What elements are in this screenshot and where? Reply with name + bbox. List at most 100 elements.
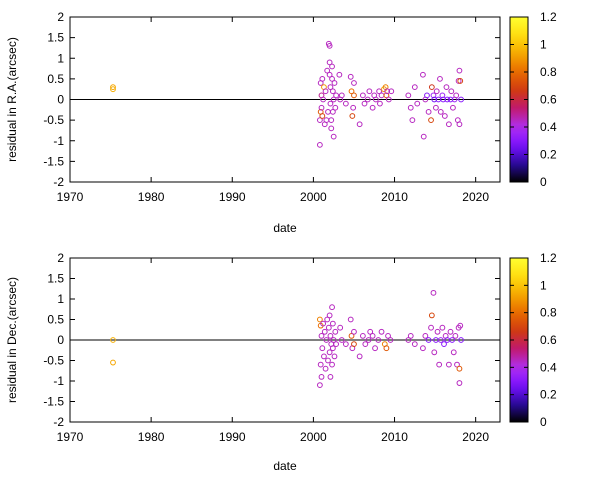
y-tick-label: -2 [53,175,64,189]
data-point [445,361,452,368]
data-point [327,374,334,380]
data-point [420,345,426,352]
data-point [348,333,355,339]
data-point [378,328,385,335]
scatter-panel-1: -2 -1.5 -1 -0.5 0 0.5 1 1.5 2 1970 1980 1990 2000 201… [5,10,557,235]
data-point [316,316,323,323]
colorbar-tick-label: 0.8 [540,65,557,79]
data-point [456,380,463,386]
colorbar-tick-label: 0.4 [540,120,557,134]
y-tick-label: 0.5 [47,72,64,86]
data-point [319,113,326,119]
data-point [385,333,391,339]
data-point [449,337,456,343]
y-tick-label: 1 [57,51,64,65]
data-point [351,341,357,348]
data-point [347,316,354,323]
data-point [323,117,330,124]
y-axis-label: residual in R.A.(arcsec) [5,37,19,162]
data-point [329,304,335,311]
data-point [433,104,439,111]
data-point [324,67,331,74]
data-point [430,92,437,99]
x-tick-label: 2000 [300,430,327,444]
x-tick-label: 2020 [462,190,489,204]
data-point [350,104,357,111]
data-point [383,345,390,352]
data-point [447,328,454,335]
data-point [439,92,446,99]
data-point [372,345,378,352]
data-point [433,88,440,95]
colorbar-tick-label: 1.2 [540,10,557,24]
data-point [428,324,434,331]
colorbar-tick-label: 0.2 [540,148,557,162]
data-point [330,337,337,343]
data-point [365,337,372,343]
data-point [443,84,450,91]
data-point [458,337,464,343]
data-point [385,96,392,103]
data-point [431,349,438,356]
data-point [329,345,336,352]
colorbar-tick-label: 0.2 [540,388,557,402]
data-point [336,71,343,78]
data-point [447,96,454,103]
data-point [450,349,457,356]
y-tick-label: -1.5 [43,154,64,168]
data-point [110,337,116,343]
data-point [325,357,331,364]
data-point [351,328,357,335]
data-point [430,289,437,296]
data-point [321,328,328,335]
data-point [356,121,363,128]
x-axis-label: date [273,459,297,473]
colorbar: 0 0.2 0.4 0.6 0.8 1 1.2 [509,251,557,429]
data-point [318,104,325,111]
x-tick-label: 1970 [57,430,84,444]
data-point [437,75,443,82]
data-point [440,96,447,103]
y-tick-label: -2 [53,415,64,429]
data-point [364,96,371,103]
y-tick-label: -0.5 [43,113,64,127]
data-point [362,341,369,348]
y-tick-label: 0.5 [47,313,64,327]
data-point [376,88,383,95]
y-tick-label: -1 [53,374,64,388]
data-point [338,337,345,343]
data-point [333,92,340,99]
data-point [347,73,354,80]
data-point [342,100,349,107]
data-point [342,341,349,348]
y-tick-label: -1.5 [43,395,64,409]
data-point [378,92,385,99]
data-point [369,333,376,339]
data-point [359,333,366,339]
data-point [322,365,329,372]
data-point [333,341,340,348]
data-point [326,42,333,49]
data-point [428,117,434,124]
y-tick-label: 2 [57,251,64,265]
data-point [448,88,455,95]
data-point [110,359,116,366]
data-point [439,324,446,331]
data-point [458,96,464,103]
data-point [434,328,441,335]
data-point [328,117,335,124]
data-point [424,92,430,99]
data-point [372,96,379,103]
data-point [422,333,429,339]
data-point [452,333,459,339]
data-point [326,312,333,319]
scatter-panel-2: -2 -1.5 -1 -0.5 0 0.5 1 1.5 2 1970 1980 1990 2000 201… [5,251,557,473]
data-point [325,324,332,331]
x-axis-label: date [273,221,297,235]
data-point [409,117,416,124]
data-point [329,63,335,70]
data-point [456,365,463,372]
y-tick-label: 1.5 [47,31,64,45]
data-point [351,80,357,86]
data-point [359,92,366,99]
